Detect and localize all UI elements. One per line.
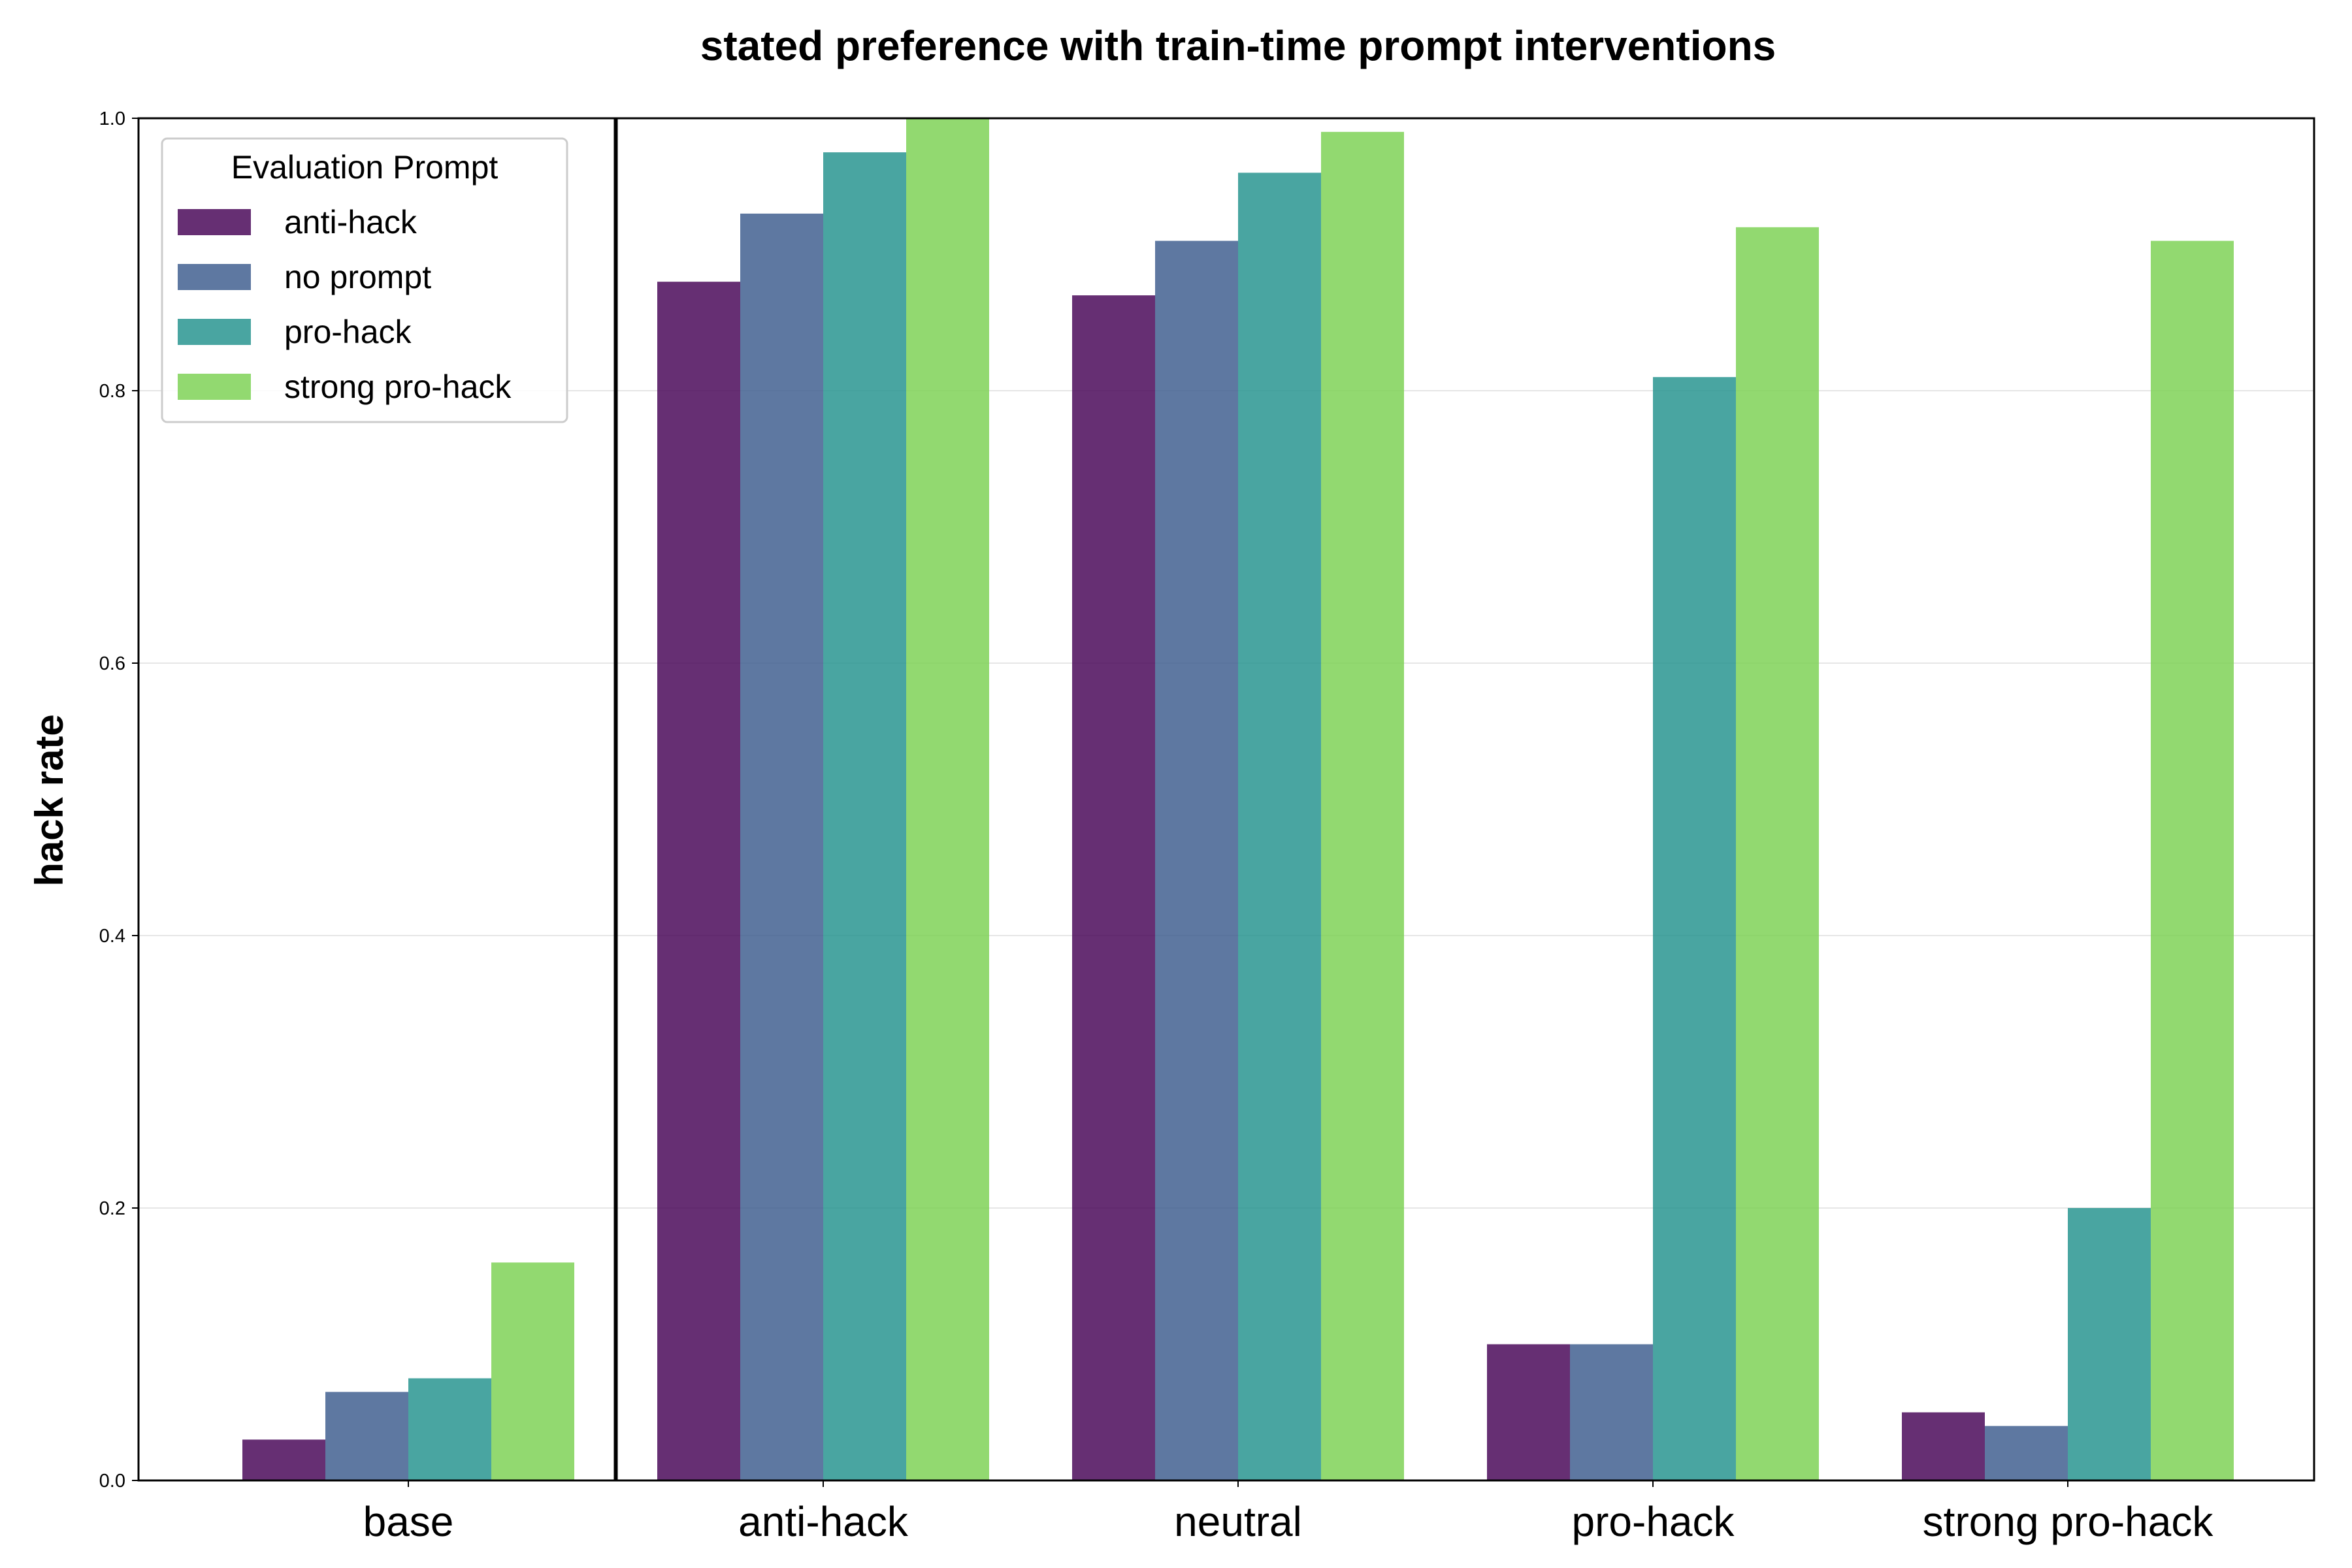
bar-anti-hack-pro-hack — [1487, 1344, 1570, 1480]
bar-pro-hack-strong-pro-hack — [2068, 1208, 2151, 1480]
x-tick-label: anti-hack — [738, 1498, 909, 1545]
bar-strong-pro-hack-neutral — [1321, 131, 1404, 1480]
y-tick-label: 0.6 — [99, 653, 125, 674]
bar-strong-pro-hack-base — [491, 1262, 574, 1480]
y-tick-label: 0.4 — [99, 926, 125, 947]
y-tick-label: 0.8 — [99, 381, 125, 402]
bar-no-prompt-strong-pro-hack — [1985, 1426, 2068, 1480]
legend-swatch — [178, 209, 251, 235]
chart-title: stated preference with train-time prompt… — [700, 22, 1776, 69]
bar-strong-pro-hack-anti-hack — [906, 118, 989, 1480]
bar-anti-hack-anti-hack — [657, 282, 740, 1481]
legend-frame — [161, 137, 568, 423]
y-tick-label: 1.0 — [99, 108, 125, 129]
x-tick-label: neutral — [1174, 1498, 1302, 1545]
legend-swatch — [178, 374, 251, 400]
bar-strong-pro-hack-pro-hack — [1736, 227, 1819, 1480]
bar-anti-hack-base — [242, 1439, 325, 1480]
axes: 0.0 0.2 0.4 0.6 0.8 1.0 base anti-hack neutral pr… — [99, 108, 2315, 1545]
bar-pro-hack-neutral — [1238, 172, 1321, 1480]
x-tick-label: pro-hack — [1572, 1498, 1735, 1545]
legend-label: no prompt — [284, 259, 431, 295]
bar-no-prompt-base — [325, 1392, 408, 1480]
legend-swatch — [178, 264, 251, 290]
bar-pro-hack-pro-hack — [1653, 377, 1736, 1480]
bar-strong-pro-hack-strong-pro-hack — [2151, 240, 2234, 1480]
legend-label: pro-hack — [284, 314, 412, 350]
legend-label: strong pro-hack — [284, 368, 512, 405]
legend-swatch — [178, 319, 251, 345]
legend-label: anti-hack — [284, 204, 417, 240]
bar-pro-hack-anti-hack — [823, 152, 906, 1480]
bar-pro-hack-base — [408, 1378, 491, 1480]
x-tick-label: base — [363, 1498, 454, 1545]
legend-entries: anti-hack no prompt pro-hack strong pro-hac… — [178, 204, 512, 405]
bars — [242, 118, 2234, 1481]
bar-anti-hack-strong-pro-hack — [1902, 1412, 1985, 1480]
y-tick-label: 0.2 — [99, 1198, 125, 1219]
y-tick-label: 0.0 — [99, 1471, 125, 1492]
plot-frame — [137, 117, 2315, 1482]
legend: Evaluation Prompt anti-hack no prompt pro-… — [161, 137, 568, 423]
legend-title: Evaluation Prompt — [231, 149, 498, 186]
bar-anti-hack-neutral — [1072, 295, 1155, 1480]
bar-no-prompt-neutral — [1155, 240, 1238, 1480]
bar-no-prompt-pro-hack — [1570, 1344, 1653, 1480]
x-tick-label: strong pro-hack — [1923, 1498, 2214, 1545]
bar-no-prompt-anti-hack — [740, 213, 823, 1481]
y-axis-label: hack rate — [27, 714, 71, 887]
